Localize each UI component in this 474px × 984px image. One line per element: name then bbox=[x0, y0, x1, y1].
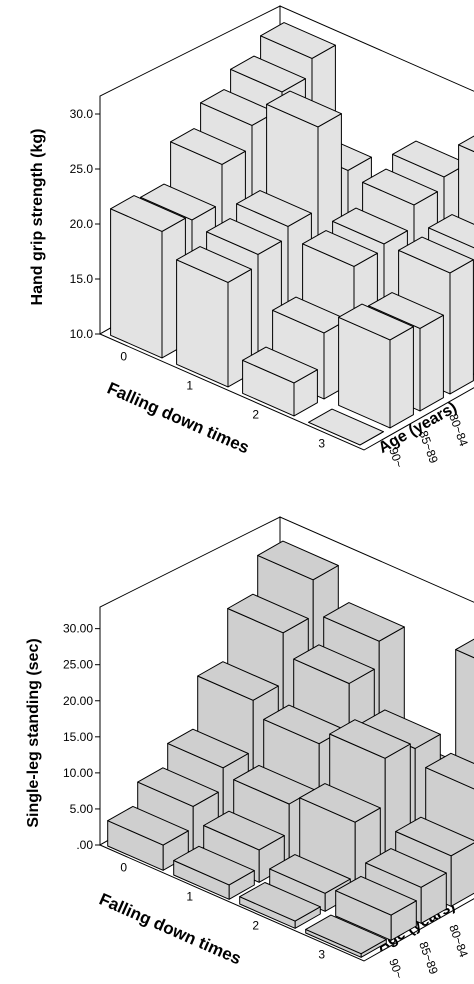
x-tick-label: 3 bbox=[318, 948, 325, 962]
y-tick-label: 20.00 bbox=[63, 694, 93, 708]
bar-face-top bbox=[257, 540, 339, 581]
bar bbox=[242, 346, 318, 417]
y-axis-title: Single-leg standing (sec) bbox=[25, 638, 42, 827]
bar-face-top bbox=[293, 644, 375, 684]
bar bbox=[305, 914, 387, 958]
z-tick-label: 90~ bbox=[386, 446, 406, 470]
bar bbox=[110, 195, 186, 359]
bar bbox=[308, 408, 384, 446]
bar-face-top bbox=[176, 246, 252, 283]
x-tick-label: 3 bbox=[318, 437, 325, 451]
bar-face-top bbox=[242, 346, 318, 384]
x-tick-label: 1 bbox=[186, 890, 193, 904]
bar-face-top bbox=[305, 914, 387, 955]
bar-face-right bbox=[449, 259, 474, 395]
bar-face-top bbox=[455, 638, 474, 659]
bar-face-top bbox=[458, 135, 474, 153]
y-tick-label: 30.00 bbox=[63, 622, 93, 636]
chart-panel-2: .00 5.00 10.00 15.00 20.00 25.00 30.00 Single-l… bbox=[25, 516, 474, 981]
x-tick-label: 0 bbox=[120, 350, 127, 364]
bar-face-top bbox=[428, 214, 474, 249]
bar-face-top bbox=[197, 661, 279, 701]
bar bbox=[173, 845, 255, 900]
bar bbox=[239, 882, 321, 929]
bar-face-top bbox=[230, 55, 306, 93]
chart-panel-1: 10.0 15.0 20.0 25.0 30.0 Hand grip strength (… bbox=[29, 5, 474, 470]
bar-face-top bbox=[308, 408, 384, 446]
z-tick-label: 80~84 bbox=[446, 412, 471, 449]
bar-face-top bbox=[335, 875, 417, 916]
z-tick-label: 80~84 bbox=[446, 923, 471, 960]
y-tick-label: 15.0 bbox=[70, 272, 94, 286]
bar-face-top bbox=[329, 719, 411, 759]
z-tick-label: 90~ bbox=[386, 957, 406, 979]
z-tick-label: 85~89 bbox=[416, 940, 441, 977]
bar-face-top bbox=[338, 303, 414, 341]
bar-face-top bbox=[425, 752, 474, 790]
bar-face-top bbox=[173, 845, 255, 886]
x-tick-label: 0 bbox=[120, 861, 127, 875]
bar-face-right bbox=[419, 314, 444, 412]
y-tick-label: 25.0 bbox=[70, 162, 94, 176]
bar-face-top bbox=[170, 128, 246, 165]
bar-face-top bbox=[203, 810, 285, 851]
x-axis-title: Falling down times bbox=[96, 890, 244, 969]
bar bbox=[176, 246, 252, 388]
bar-face-top bbox=[236, 190, 312, 227]
bar-face-top bbox=[239, 882, 321, 922]
y-tick-label: 5.00 bbox=[70, 802, 94, 816]
bar-face-top bbox=[365, 848, 447, 888]
bar-face-top bbox=[266, 90, 342, 128]
y-tick-label: .00 bbox=[76, 838, 93, 852]
bar-face-top bbox=[137, 767, 219, 807]
y-tick-label: 30.0 bbox=[70, 107, 94, 121]
bar-face-top bbox=[362, 168, 438, 206]
y-axis-title: Hand grip strength (kg) bbox=[29, 129, 46, 306]
x-tick-label: 1 bbox=[186, 379, 193, 393]
bar-face-left bbox=[110, 208, 163, 359]
x-tick-label: 2 bbox=[252, 408, 259, 422]
bar-face-right bbox=[389, 326, 414, 429]
x-tick-label: 2 bbox=[252, 919, 259, 933]
bar-face-top bbox=[368, 292, 444, 329]
bar bbox=[335, 875, 417, 941]
bar-face-top bbox=[398, 236, 474, 274]
bar-face-top bbox=[206, 218, 282, 255]
y-tick-label: 10.00 bbox=[63, 766, 93, 780]
bar bbox=[107, 805, 189, 871]
bar-face-top bbox=[299, 783, 381, 823]
y-tick-label: 15.00 bbox=[63, 730, 93, 744]
bar-face-top bbox=[167, 728, 249, 769]
bar-face-top bbox=[260, 22, 336, 59]
bar-face-top bbox=[332, 207, 408, 245]
bar-face-top bbox=[140, 183, 216, 221]
bar-face-top bbox=[323, 602, 405, 642]
bar-face-top bbox=[227, 593, 309, 634]
y-tick-label: 10.0 bbox=[70, 327, 94, 341]
bar-face-top bbox=[110, 195, 186, 232]
bar-face-top bbox=[107, 805, 189, 846]
bar bbox=[338, 303, 414, 429]
z-tick-label: 85~89 bbox=[416, 429, 441, 466]
y-tick-label: 20.0 bbox=[70, 217, 94, 231]
y-tick-label: 25.00 bbox=[63, 658, 93, 672]
bar-face-top bbox=[395, 816, 474, 857]
bar-face-top bbox=[269, 854, 351, 894]
bar-face-top bbox=[302, 230, 378, 267]
